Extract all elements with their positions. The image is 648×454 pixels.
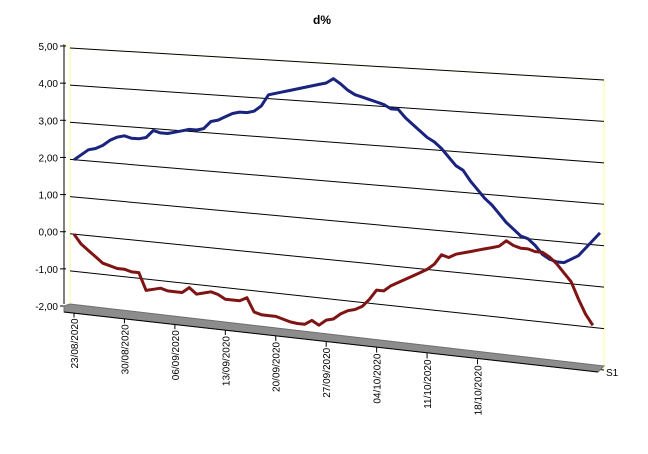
chart-floor <box>63 303 606 373</box>
x-tick-label: 20/09/2020 <box>272 341 283 391</box>
gridline <box>69 196 605 247</box>
floor-slab <box>63 303 606 373</box>
x-tick-label: 04/10/2020 <box>373 353 384 403</box>
wall-top-left-edge <box>63 43 71 49</box>
gridline <box>69 121 605 164</box>
x-tick-label: 11/10/2020 <box>423 359 434 409</box>
y-tick-label: 4,00 <box>39 79 59 90</box>
y-tick-label: 2,00 <box>39 153 59 164</box>
x-axis-line <box>63 311 599 373</box>
y-axis-ticks: -2,00 -1,00 0,00 1,00 2,00 3,00 4,00 5,00 <box>35 42 58 313</box>
x-tick-label: 06/09/2020 <box>171 330 182 380</box>
chart-title: d% <box>313 13 331 27</box>
y-tick-label: 1,00 <box>39 191 59 202</box>
depth-axis-label: S1 <box>606 368 619 379</box>
x-tick-label: 13/09/2020 <box>221 336 232 386</box>
y-tick-label: -1,00 <box>35 265 58 276</box>
x-tick-label: 30/08/2020 <box>120 324 131 374</box>
gridline <box>69 158 605 205</box>
x-axis-ticks: 23/08/2020 30/08/2020 06/09/2020 13/09/2020… <box>70 312 485 415</box>
y-tick-label: -2,00 <box>35 302 58 313</box>
series-lines <box>72 77 602 327</box>
y-tick-label: 3,00 <box>39 116 59 127</box>
gridlines <box>60 45 605 371</box>
series-line-2 <box>72 233 595 327</box>
y-tick-label: 0,00 <box>39 228 59 239</box>
series-line-1 <box>73 77 602 265</box>
y-tick-label: 5,00 <box>39 42 59 53</box>
x-tick-label: 23/08/2020 <box>70 318 81 368</box>
gridline <box>69 233 605 288</box>
gridline <box>69 47 605 81</box>
x-tick-label: 27/09/2020 <box>322 347 333 397</box>
x-tick-label: 18/10/2020 <box>474 365 485 415</box>
gridline <box>69 84 605 122</box>
gridline <box>69 270 605 330</box>
